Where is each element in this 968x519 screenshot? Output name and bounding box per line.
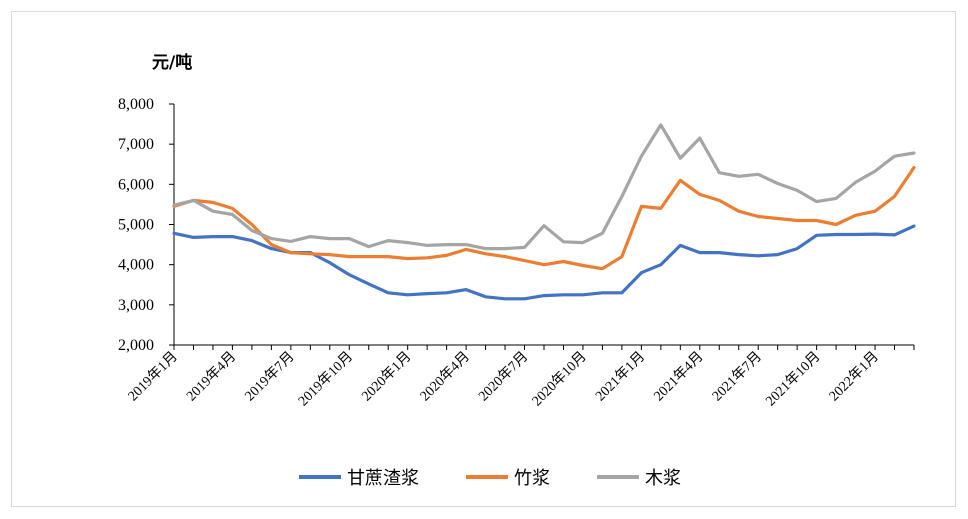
x-tick-label: 2021年10月: [763, 349, 824, 410]
y-tick-label: 8,000: [118, 96, 154, 113]
legend: 甘蔗渣浆 竹浆 木浆: [299, 468, 681, 489]
x-tick-label: 2021年1月: [592, 349, 648, 405]
x-tick-label: 2019年4月: [183, 349, 239, 405]
y-tick-label: 7,000: [118, 136, 154, 153]
x-tick-label: 2020年4月: [417, 349, 473, 405]
series-line-3: [172, 123, 916, 251]
series-line-1: [172, 224, 916, 301]
y-axis-unit-label: 元/吨: [152, 52, 192, 73]
x-tick-label: 2020年1月: [359, 349, 415, 405]
series-line-2: [172, 165, 916, 271]
y-tick-label: 5,000: [118, 217, 154, 234]
y-tick-label: 4,000: [118, 257, 154, 274]
x-tick-label: 2021年7月: [709, 349, 765, 405]
series-lines: [172, 123, 916, 301]
y-tick-label: 6,000: [118, 176, 154, 193]
legend-label-1: 甘蔗渣浆: [347, 468, 419, 489]
y-axis: 2,000 3,000 4,000 5,000 6,000 7,000 8,000: [118, 96, 175, 354]
y-tick-label: 3,000: [118, 297, 154, 314]
chart-frame: [11, 11, 956, 507]
y-tick-label: 2,000: [118, 337, 154, 354]
x-tick-label: 2019年10月: [295, 349, 356, 410]
x-tick-label: 2022年1月: [826, 349, 882, 405]
legend-label-2: 竹浆: [514, 468, 550, 489]
x-tick-label: 2020年7月: [475, 349, 531, 405]
x-tick-label: 2019年7月: [242, 349, 298, 405]
legend-label-3: 木浆: [645, 468, 681, 489]
x-tick-label: 2019年1月: [125, 349, 181, 405]
x-tick-label: 2020年10月: [529, 349, 590, 410]
x-tick-label: 2021年4月: [651, 349, 707, 405]
